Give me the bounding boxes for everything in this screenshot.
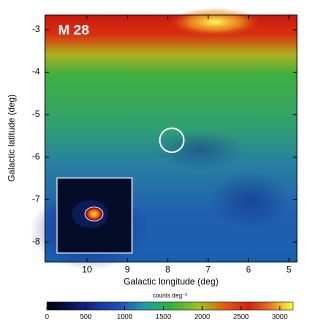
colorbar-tick-label: 1500 — [156, 314, 172, 321]
x-tick-label: 6 — [246, 264, 251, 274]
y-tick-label: -3 — [32, 24, 40, 34]
y-tick-label: -6 — [32, 152, 40, 162]
y-axis-label: Galactic latitude (deg) — [6, 94, 16, 182]
source-circle — [159, 127, 185, 153]
y-tick-label: -5 — [32, 109, 40, 119]
x-tick-label: 5 — [286, 264, 291, 274]
source-label: M 28 — [58, 22, 89, 38]
x-tick-label: 8 — [165, 264, 170, 274]
colorbar-tick-label: 2500 — [233, 314, 249, 321]
y-tick-label: -7 — [32, 194, 40, 204]
colorbar-tick-label: 0 — [45, 314, 49, 321]
x-tick-label: 7 — [206, 264, 211, 274]
y-tick-label: -4 — [32, 67, 40, 77]
x-tick-label: 10 — [82, 264, 92, 274]
x-tick-label: 9 — [125, 264, 130, 274]
inset — [56, 177, 133, 254]
colorbar-tick-label: 2000 — [194, 314, 210, 321]
colorbar-tick-label: 500 — [80, 314, 92, 321]
y-tick-label: -8 — [32, 236, 40, 246]
colorbar-label: counts deg⁻² — [153, 294, 188, 300]
x-axis-label: Galactic longitude (deg) — [123, 276, 218, 286]
plot-frame — [44, 14, 298, 263]
colorbar-tick-label: 3000 — [272, 314, 288, 321]
colorbar — [46, 301, 294, 311]
colorbar-tick-label: 1000 — [117, 314, 133, 321]
